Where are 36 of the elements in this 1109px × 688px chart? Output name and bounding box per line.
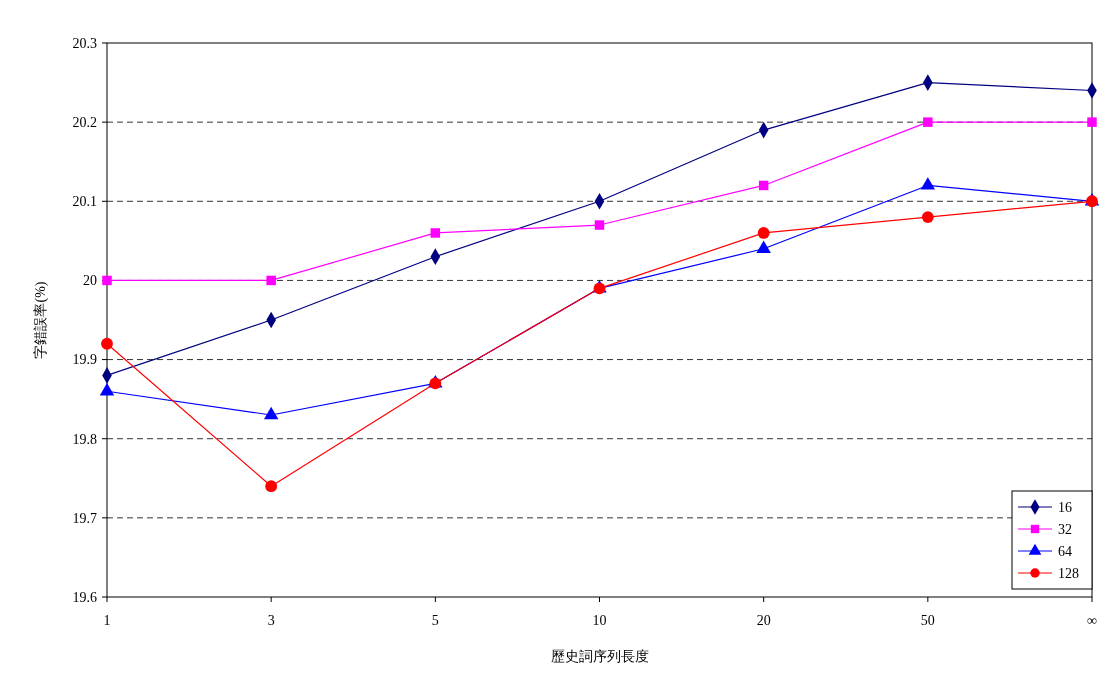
y-axis-title: 字錯誤率(%)	[33, 281, 49, 359]
point	[101, 337, 113, 350]
point	[921, 211, 934, 224]
point	[920, 177, 936, 190]
y-tick-label: 20.1	[72, 194, 97, 210]
point	[263, 406, 279, 420]
point	[265, 480, 278, 493]
x-tick-label: 20	[756, 613, 771, 628]
legend-label: 128	[1058, 565, 1079, 581]
x-tick-label: 50	[920, 613, 935, 628]
point	[1087, 117, 1097, 127]
y-tick-label: 19.9	[72, 352, 97, 368]
y-tick-label: 19.7	[72, 510, 97, 526]
point	[430, 228, 441, 238]
legend-label: 32	[1058, 521, 1072, 537]
point	[923, 117, 933, 127]
point	[757, 227, 770, 239]
y-tick-label: 20.2	[72, 115, 97, 131]
x-tick-label: ∞	[1087, 613, 1098, 628]
x-axis-title: 歷史詞序列長度	[550, 649, 649, 664]
point	[99, 382, 115, 396]
point	[594, 220, 605, 230]
point	[102, 275, 112, 286]
x-tick-label: 10	[592, 613, 607, 628]
y-tick-label: 19.6	[72, 589, 97, 605]
point	[758, 180, 769, 191]
y-tick-label: 20.3	[72, 35, 97, 51]
y-tick-label: 20	[83, 273, 97, 289]
x-tick-label: 5	[431, 613, 439, 628]
x-tick-label: 3	[267, 613, 275, 628]
legend-label: 64	[1058, 543, 1072, 559]
legend-label: 16	[1058, 499, 1072, 515]
y-tick-label: 19.8	[72, 431, 97, 447]
point	[266, 275, 276, 286]
x-tick-label: 1	[103, 613, 111, 628]
point	[756, 240, 771, 253]
